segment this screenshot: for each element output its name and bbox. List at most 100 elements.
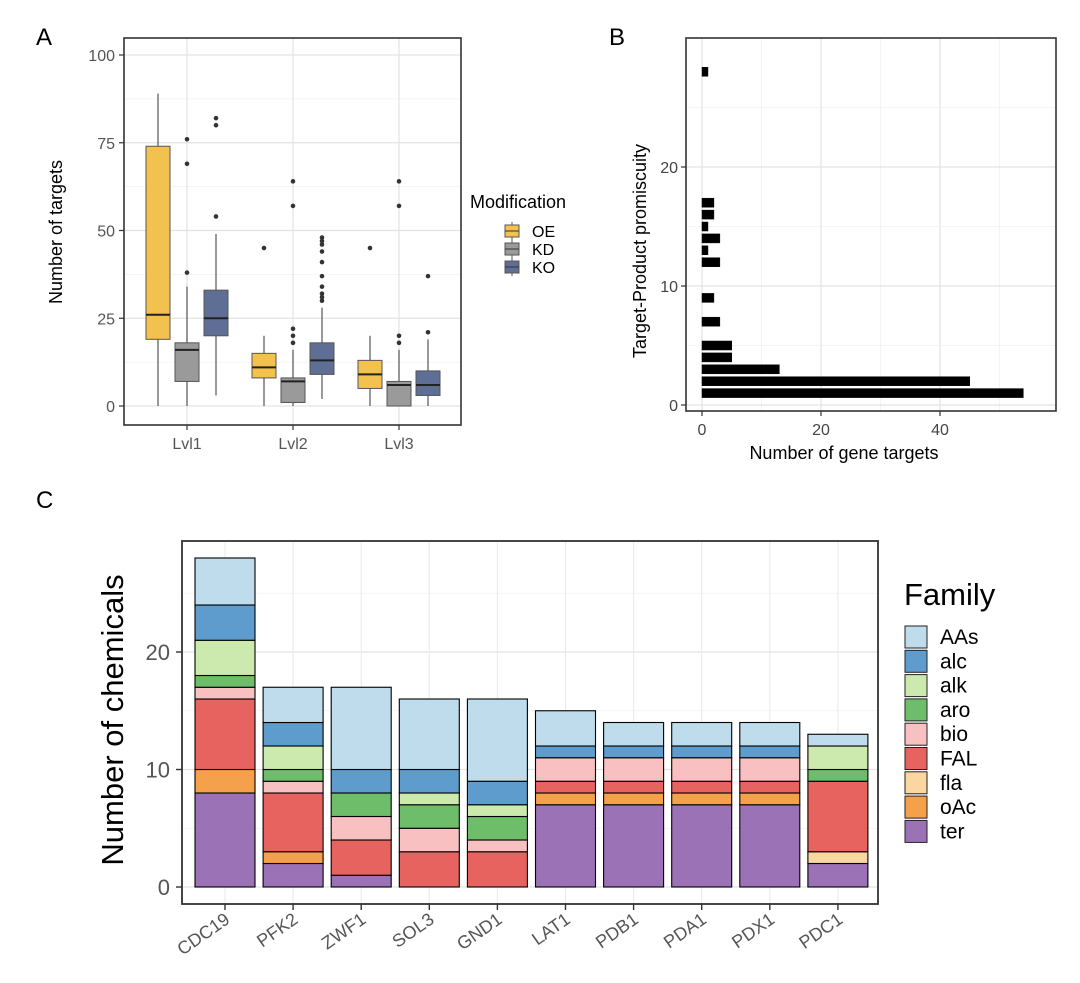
panel-b-xtick-label: 40 bbox=[931, 422, 949, 439]
bar-segment-pfk2-aas bbox=[262, 686, 324, 724]
panel-a-letter: A bbox=[36, 24, 52, 51]
legend-key-bio bbox=[904, 722, 928, 746]
legend-key-aas bbox=[904, 625, 928, 649]
panel-a-boxes bbox=[145, 93, 441, 407]
bar-promiscuity-14 bbox=[701, 233, 721, 244]
panel-c-stacked-barchart: 0 10 20 CDC19 PFK2 ZWF1 SOL3 GND1 LAT1 PDB1 PDA1 PD… bbox=[95, 540, 996, 959]
box-outlier-point bbox=[319, 284, 325, 289]
panel-b-frame bbox=[685, 37, 1057, 412]
box-ko-lvl1 bbox=[203, 289, 229, 337]
bar-segment-pdc1-aas bbox=[807, 733, 869, 747]
box-outlier-point bbox=[319, 291, 325, 296]
panel-b-ylabel: Target-Product promiscuity bbox=[630, 144, 650, 358]
panel-b-bars bbox=[701, 67, 1024, 398]
bar-segment-pfk2-oac bbox=[262, 851, 324, 865]
bar-segment-zwf1-aas bbox=[330, 686, 392, 771]
panel-c-xtick-label: PDA1 bbox=[660, 909, 710, 952]
bar-segment-pdx1-alc bbox=[739, 745, 801, 759]
legend-key-aro bbox=[904, 698, 928, 722]
bar-promiscuity-13 bbox=[701, 245, 709, 256]
box-outlier-point bbox=[261, 245, 267, 251]
bar-segment-zwf1-ter bbox=[330, 874, 392, 888]
bar-segment-lat1-alc bbox=[534, 745, 597, 759]
legend-label-fal: FAL bbox=[940, 748, 977, 771]
box-oe-lvl1 bbox=[145, 145, 171, 340]
panel-a-ytick-label: 75 bbox=[97, 136, 115, 153]
bar-segment-gnd1-aas bbox=[466, 698, 528, 782]
bar-segment-cdc19-oac bbox=[194, 768, 256, 794]
bar-segment-lat1-fal bbox=[534, 780, 597, 794]
box-outlier-point bbox=[290, 340, 296, 346]
box-outlier-point bbox=[184, 136, 190, 142]
legend-label-oe: OE bbox=[532, 224, 555, 241]
legend-label-aas: AAs bbox=[940, 626, 979, 649]
panel-c-xtick-label: ZWF1 bbox=[318, 909, 370, 953]
bar-segment-pdx1-fal bbox=[739, 780, 801, 794]
legend-label-alc: alc bbox=[940, 650, 967, 673]
legend-label-alk: alk bbox=[940, 675, 967, 698]
bar-segment-lat1-aas bbox=[534, 710, 597, 747]
bar-segment-pdc1-fla bbox=[807, 851, 869, 865]
panel-c-xtick-label: PDX1 bbox=[728, 909, 778, 952]
bar-segment-zwf1-aro bbox=[330, 792, 392, 818]
bar-segment-pda1-oac bbox=[671, 792, 733, 806]
panel-c-xtick-label: SOL3 bbox=[388, 909, 437, 952]
legend-key-alk bbox=[904, 674, 928, 698]
legend-key-oac bbox=[904, 795, 928, 819]
legend-label-kd: KD bbox=[532, 242, 554, 259]
panel-b-letter: B bbox=[609, 24, 625, 51]
box-ko-lvl2 bbox=[309, 342, 335, 375]
bar-promiscuity-4 bbox=[701, 352, 732, 363]
panel-a-ytick-label: 50 bbox=[97, 224, 115, 241]
bar-segment-sol3-alc bbox=[398, 768, 460, 794]
legend-key-alc bbox=[904, 649, 928, 673]
bar-segment-cdc19-ter bbox=[194, 792, 256, 888]
bar-segment-cdc19-bio bbox=[194, 686, 256, 700]
panel-c-letter: C bbox=[36, 487, 53, 514]
box-outlier-point bbox=[319, 294, 325, 300]
bar-segment-pdc1-ter bbox=[807, 862, 869, 888]
legend-key-fla bbox=[904, 771, 928, 795]
panel-b-xtick-label: 20 bbox=[812, 422, 830, 439]
panel-c-xtick-label: LAT1 bbox=[528, 909, 574, 949]
bar-segment-pdc1-aro bbox=[807, 768, 869, 782]
legend-label-ko: KO bbox=[532, 260, 555, 277]
bar-segment-cdc19-aro bbox=[194, 674, 256, 688]
box-outlier-point bbox=[425, 329, 431, 335]
bar-segment-pdb1-bio bbox=[603, 757, 665, 782]
box-outlier-point bbox=[425, 273, 431, 279]
bar-promiscuity-28 bbox=[701, 67, 709, 77]
panel-b-ytick-label: 20 bbox=[660, 160, 678, 177]
panel-c-xtick-label: PDC1 bbox=[795, 909, 846, 953]
panel-a-ylabel: Number of targets bbox=[46, 160, 66, 304]
bar-promiscuity-7 bbox=[701, 316, 721, 327]
box-outlier-point bbox=[290, 203, 296, 209]
bar-segment-pfk2-aro bbox=[262, 768, 324, 782]
bar-segment-pfk2-ter bbox=[262, 862, 324, 888]
bar-segment-pda1-aas bbox=[671, 721, 733, 747]
bar-segment-pdx1-oac bbox=[739, 792, 801, 806]
panel-c-bars bbox=[194, 557, 869, 888]
panel-a-xtick-label: Lvl1 bbox=[172, 436, 201, 453]
bar-promiscuity-5 bbox=[701, 340, 732, 351]
bar-segment-sol3-aas bbox=[398, 698, 460, 771]
box-outlier-point bbox=[319, 298, 325, 304]
box-outlier-point bbox=[396, 179, 402, 184]
bar-segment-cdc19-alk bbox=[194, 639, 256, 677]
panel-b-xlabel: Number of gene targets bbox=[749, 443, 938, 463]
legend-key-fal bbox=[904, 747, 928, 770]
bar-promiscuity-17 bbox=[701, 197, 715, 208]
box-ko-lvl3 bbox=[415, 370, 441, 396]
bar-segment-pfk2-alc bbox=[262, 721, 324, 747]
bar-segment-pdb1-ter bbox=[603, 804, 665, 888]
box-outlier-point bbox=[367, 245, 373, 251]
bar-segment-pda1-alc bbox=[671, 745, 733, 759]
panel-a-boxplot: 0 25 50 75 100 Lvl1 Lvl2 Lvl3 Number of targets… bbox=[46, 37, 566, 453]
bar-promiscuity-2 bbox=[701, 376, 970, 386]
panel-b-barchart: 0 20 40 0 10 20 Number of gene targets Target… bbox=[630, 37, 1057, 463]
panel-a-legend-title: Modification bbox=[470, 192, 566, 212]
box-outlier-point bbox=[396, 203, 402, 209]
panel-a-xtick-label: Lvl3 bbox=[384, 436, 413, 453]
bar-segment-cdc19-alc bbox=[194, 604, 256, 641]
